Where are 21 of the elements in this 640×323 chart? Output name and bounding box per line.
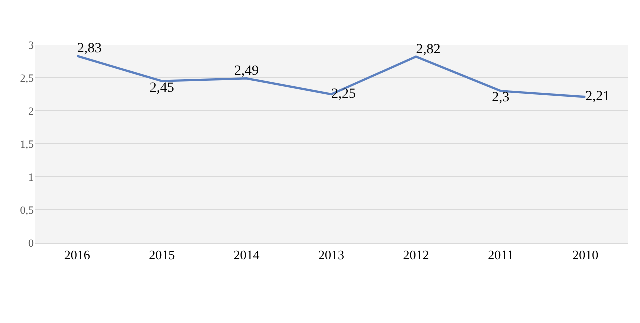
data-label: 2,25 (332, 87, 356, 102)
x-tick-label: 2013 (318, 248, 344, 263)
y-tick-label: 2 (28, 106, 34, 118)
y-tick-label: 0 (28, 238, 34, 250)
data-label: 2,3 (492, 90, 510, 106)
x-tick-label: 2011 (488, 248, 514, 263)
y-tick-label: 1,5 (20, 138, 34, 151)
y-tick-label: 1 (28, 172, 34, 184)
data-label: 2,45 (150, 80, 174, 96)
x-tick-label: 2015 (149, 248, 176, 263)
y-tick-label: 0,5 (20, 204, 34, 217)
data-label: 2,83 (77, 42, 102, 57)
x-tick-label: 2010 (572, 248, 599, 263)
data-label: 2,82 (416, 42, 441, 58)
data-label: 2,21 (586, 90, 610, 105)
y-tick-label: 2,5 (20, 72, 34, 85)
x-tick-label: 2014 (234, 248, 260, 263)
data-label: 2,49 (234, 64, 260, 80)
x-tick-label: 2016 (64, 248, 91, 263)
y-tick-label: 3 (28, 40, 34, 52)
x-tick-label: 2012 (403, 248, 430, 263)
